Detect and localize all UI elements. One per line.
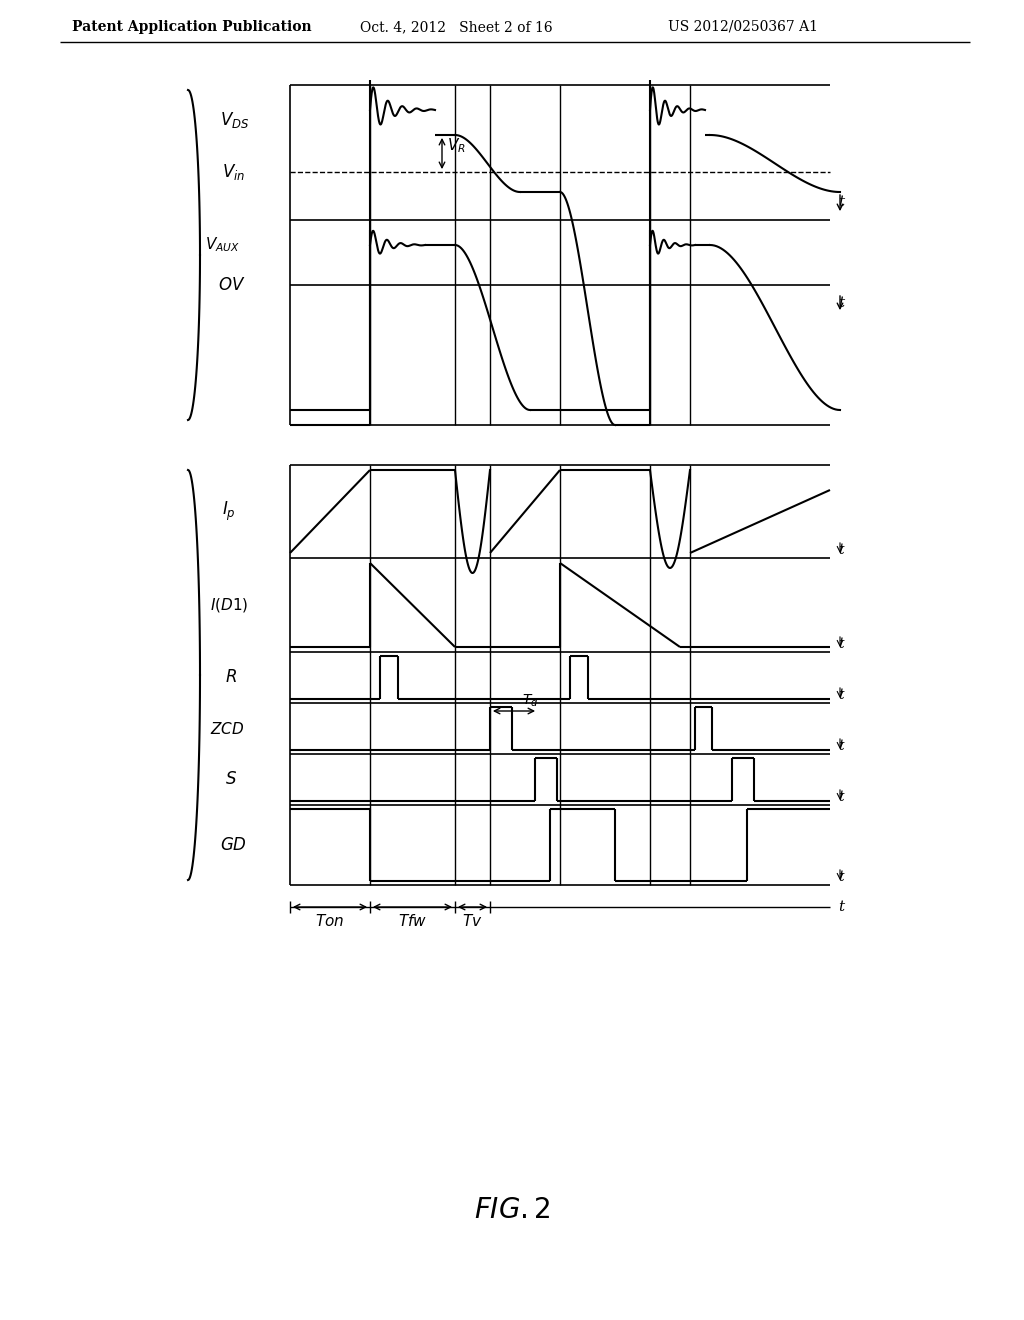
Text: $I(D1)$: $I(D1)$ — [210, 597, 249, 614]
Text: t: t — [838, 195, 844, 209]
Text: $Tfw$: $Tfw$ — [398, 913, 427, 929]
Text: $T_d$: $T_d$ — [522, 693, 539, 709]
Text: $GD$: $GD$ — [220, 837, 247, 854]
Text: $V_{AUX}$: $V_{AUX}$ — [205, 236, 240, 255]
Text: t: t — [838, 789, 844, 804]
Text: Patent Application Publication: Patent Application Publication — [72, 20, 311, 34]
Text: t: t — [838, 638, 844, 651]
Text: $FIG. 2$: $FIG. 2$ — [474, 1196, 550, 1224]
Text: $ZCD$: $ZCD$ — [210, 721, 245, 737]
Text: $Tv$: $Tv$ — [462, 913, 482, 929]
Text: t: t — [838, 870, 844, 884]
Text: $R$: $R$ — [225, 669, 237, 686]
Text: $Ton$: $Ton$ — [315, 913, 345, 929]
Text: Oct. 4, 2012   Sheet 2 of 16: Oct. 4, 2012 Sheet 2 of 16 — [360, 20, 553, 34]
Text: $S$: $S$ — [225, 771, 237, 788]
Text: t: t — [838, 688, 844, 702]
Text: t: t — [838, 900, 844, 913]
Text: t: t — [838, 296, 844, 310]
Text: US 2012/0250367 A1: US 2012/0250367 A1 — [668, 20, 818, 34]
Text: $I_p$: $I_p$ — [222, 500, 236, 523]
Text: $V_{in}$: $V_{in}$ — [222, 162, 245, 182]
Text: t: t — [838, 543, 844, 557]
Text: t: t — [838, 739, 844, 752]
Text: $V_{DS}$: $V_{DS}$ — [220, 110, 250, 129]
Text: $V_R$: $V_R$ — [447, 136, 466, 154]
Text: $OV$: $OV$ — [218, 276, 246, 293]
